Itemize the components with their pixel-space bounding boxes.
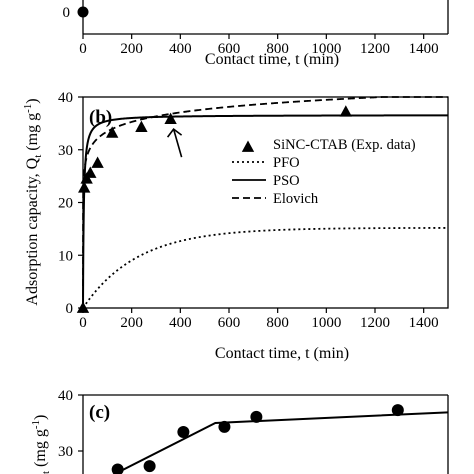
panel-b-curve-pfo — [82, 227, 448, 309]
panel-b-legend-label: PFO — [273, 155, 300, 171]
panel-b-arrow-head — [166, 128, 183, 138]
panel-c-marker — [111, 463, 124, 474]
panel-c-fit-line — [112, 411, 449, 474]
panel-b-marker — [164, 112, 177, 125]
panel-b-legend-label: SiNC-CTAB (Exp. data) — [273, 137, 416, 153]
panel-b-marker — [106, 126, 119, 138]
panel-a-xtick-label: 800 — [266, 41, 289, 57]
panel-a-xtick-label: 1400 — [409, 41, 439, 57]
panel-c-ytick-label: 30 — [58, 444, 73, 460]
panel-a-xtick-label: 1000 — [311, 41, 341, 57]
panel-b-legend-label: Elovich — [273, 191, 319, 207]
panel-b-xtick-label: 800 — [266, 315, 289, 331]
panel-b-ytick-label: 40 — [58, 90, 73, 106]
panel-b-marker — [135, 120, 148, 132]
panel-a-xtick-label: 400 — [169, 41, 192, 57]
panel-a-ytick-label: 0 — [63, 5, 71, 21]
panel-b-x-axis-label: Contact time, t (min) — [215, 345, 349, 362]
panel-c-ytick-label: 40 — [58, 388, 73, 404]
panel-b-arrow-shaft — [172, 128, 183, 158]
panel-b-legend-label: PSO — [273, 173, 300, 189]
panel-b-xtick-label: 1400 — [409, 315, 439, 331]
panel-b-annotation-arrow — [166, 128, 183, 158]
panel-b-label: (b) — [89, 107, 112, 128]
panel-b: 0 200 400 600 800 1000 1200 1400 0 10 20 30 40 (b) C… — [22, 90, 449, 362]
panel-b-legend-marker — [241, 140, 255, 152]
panel-b-ytick-label: 0 — [66, 301, 74, 317]
panel-b-xtick-label: 1200 — [360, 315, 390, 331]
panel-b-marker — [91, 156, 104, 168]
panel-c-marker — [177, 425, 190, 438]
panel-b-curves — [82, 96, 448, 309]
panel-b-curve-pso — [82, 114, 448, 309]
panel-b-ytick-label: 30 — [58, 143, 73, 159]
panel-c-marker — [143, 460, 156, 473]
panel-a-xtick-label: 1200 — [360, 41, 390, 57]
panel-a-xtick-label: 200 — [120, 41, 143, 57]
panel-b-ytick-label: 20 — [58, 196, 73, 212]
panel-b-ytick-label: 10 — [58, 248, 73, 264]
panel-b-marker — [78, 181, 91, 193]
panel-c-markers — [111, 404, 404, 474]
panel-a-xticks: 0 200 400 600 800 1000 1200 1400 — [79, 34, 439, 57]
panel-b-xtick-label: 400 — [169, 315, 192, 331]
panel-b-xtick-label: 200 — [120, 315, 143, 331]
panel-b-legend: SiNC-CTAB (Exp. data) PFO PSO Elovich — [232, 137, 416, 207]
panel-c-frame — [82, 394, 449, 474]
panel-b-ticks: 0 200 400 600 800 1000 1200 1400 0 10 20 30 40 — [58, 90, 439, 331]
panel-a-x-axis-label: Contact time, t (min) — [205, 51, 339, 68]
panel-c-ticks: 30 40 — [58, 388, 83, 460]
panel-c-label: (c) — [89, 402, 110, 423]
panel-a-xtick-label: 0 — [79, 41, 87, 57]
panel-c-fit-line-path — [112, 411, 449, 474]
panel-b-xtick-label: 0 — [79, 315, 87, 331]
panel-a-xtick-label: 600 — [218, 41, 241, 57]
panel-a: 0 200 400 600 800 1000 1200 1400 0 Contact time… — [63, 0, 449, 68]
panel-b-marker — [80, 172, 93, 184]
panel-c-y-axis-label: t (mg g-1) — [30, 415, 52, 474]
panel-b-marker — [76, 301, 90, 313]
panel-c-marker — [391, 404, 404, 417]
panel-c: 30 40 (c) t (mg g-1) — [30, 388, 449, 474]
panel-b-xtick-label: 1000 — [311, 315, 341, 331]
panel-b-markers — [76, 105, 352, 313]
panel-b-marker — [339, 105, 352, 117]
panel-c-marker — [218, 420, 231, 433]
panel-b-marker — [84, 166, 97, 178]
panel-b-y-axis-label: Adsorption capacity, Qt (mg g-1) — [22, 98, 44, 305]
panel-b-xtick-label: 600 — [218, 315, 241, 331]
panel-a-marker — [77, 6, 89, 18]
panel-c-marker — [250, 410, 263, 423]
panel-a-points — [77, 6, 89, 18]
panel-a-frame — [78, 0, 449, 35]
